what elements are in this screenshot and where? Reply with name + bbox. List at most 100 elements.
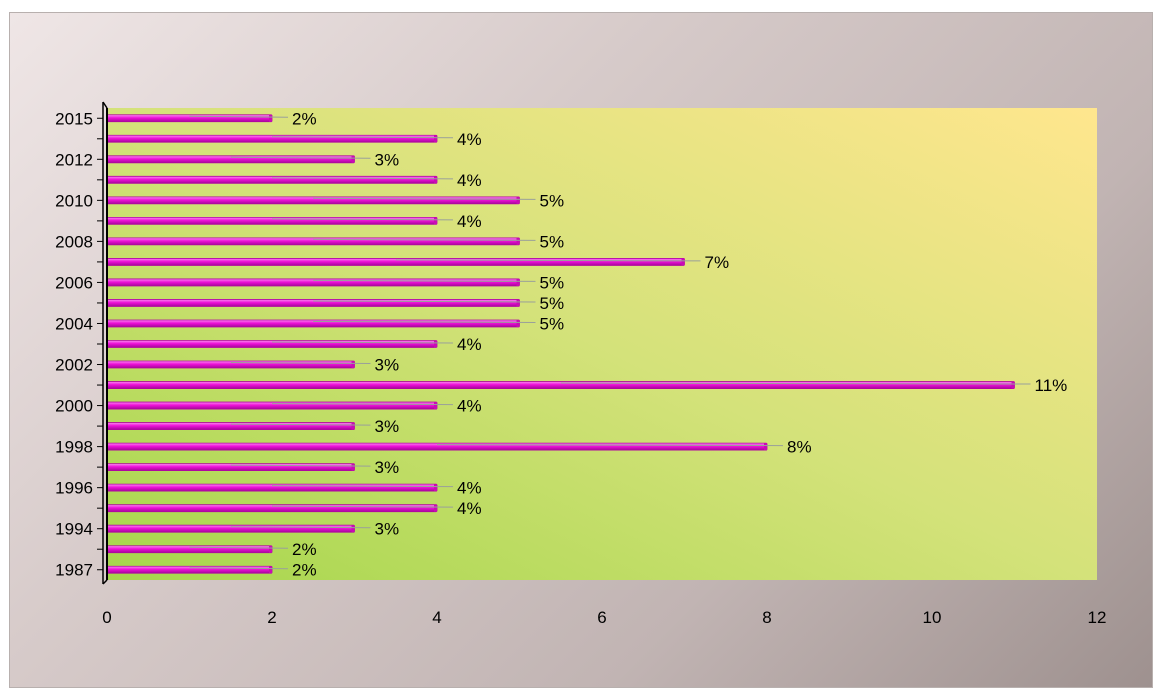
bar-end-cap (516, 278, 520, 286)
bar (106, 422, 355, 430)
y-axis-corner (102, 101, 108, 109)
data-label: 4% (457, 212, 482, 231)
leader-line (230, 526, 371, 529)
data-label: 5% (540, 273, 565, 292)
data-label: 4% (457, 499, 482, 518)
bar-end-cap (434, 504, 437, 512)
bar-end-cap (269, 566, 272, 574)
leader-line (436, 444, 784, 447)
bar (106, 237, 520, 246)
y-tick-label: 2012 (55, 150, 93, 169)
leader-line (313, 320, 536, 323)
bar-end-cap (351, 361, 355, 369)
bar-end-cap (351, 155, 355, 163)
leader-line (313, 300, 536, 303)
bar-end-cap (516, 319, 520, 327)
bar-end-cap (764, 443, 767, 451)
bar-end-cap (434, 484, 437, 492)
bar (106, 216, 438, 225)
leader-line (271, 485, 454, 488)
bar-end-cap (434, 135, 437, 143)
bar (106, 504, 438, 513)
leader-line (313, 279, 536, 282)
bars-layer (106, 114, 1015, 574)
y-axis: 1987 1994 1996 1998 2000 2002 2004 2006 2008 2010… (55, 101, 108, 585)
bar (106, 565, 273, 574)
bar (106, 175, 438, 184)
bar (106, 278, 520, 287)
bar (106, 299, 520, 307)
bar-end-cap (269, 114, 272, 122)
y-axis-corner (102, 579, 108, 585)
bar (106, 340, 438, 348)
bar (106, 524, 355, 533)
y-tick-label: 1994 (55, 520, 93, 539)
data-label: 2% (292, 561, 317, 580)
leader-line (395, 259, 701, 262)
x-tick-label: 12 (1088, 608, 1107, 627)
bar-end-cap (516, 299, 520, 307)
title-strip (0, 0, 1159, 12)
leader-line (189, 546, 289, 549)
leader-line (189, 115, 289, 118)
bar-end-cap (434, 176, 437, 184)
leader-line (271, 177, 454, 180)
data-label: 5% (540, 314, 565, 333)
bar (106, 196, 520, 205)
bar-end-cap (516, 196, 520, 204)
bar-end-cap (1011, 381, 1015, 389)
leader-line (271, 136, 454, 139)
bar-end-cap (351, 463, 355, 471)
x-tick-label: 8 (762, 608, 771, 627)
data-label: 3% (375, 520, 400, 539)
data-label: 2% (292, 109, 317, 128)
data-label: 8% (787, 438, 812, 457)
x-tick-label: 0 (102, 608, 111, 627)
bar-end-cap (681, 258, 685, 266)
data-label: 4% (457, 171, 482, 190)
y-tick-label: 2010 (55, 191, 93, 210)
bar (106, 463, 355, 472)
data-label: 2% (292, 540, 317, 559)
bar-end-cap (434, 340, 437, 348)
leader-line (230, 423, 371, 426)
bar (106, 114, 273, 123)
leader-line (271, 403, 454, 406)
bar-end-cap (351, 525, 355, 533)
data-label: 3% (375, 150, 400, 169)
y-tick-label: 2006 (55, 273, 93, 292)
y-tick-label: 2002 (55, 356, 93, 375)
y-tick-label: 1996 (55, 479, 93, 498)
y-tick-label: 1987 (55, 561, 93, 580)
data-label: 7% (705, 253, 730, 272)
bar (106, 258, 685, 266)
bar-end-cap (434, 402, 437, 410)
bar (106, 134, 438, 143)
y-tick-label: 1998 (55, 438, 93, 457)
bar (106, 155, 355, 164)
leader-line (230, 464, 371, 467)
leader-line (230, 362, 371, 365)
leader-line (560, 382, 1031, 385)
x-tick-label: 6 (597, 608, 606, 627)
data-label: 5% (540, 294, 565, 313)
bar-end-cap (269, 545, 272, 553)
bar (106, 442, 768, 451)
bar (106, 483, 438, 492)
data-label: 5% (540, 191, 565, 210)
x-tick-label: 10 (923, 608, 942, 627)
data-label: 4% (457, 397, 482, 416)
x-axis: 0 2 4 6 8 10 12 (102, 608, 1106, 627)
leader-line (271, 218, 454, 221)
leader-line (189, 567, 289, 570)
data-label: 5% (540, 232, 565, 251)
data-label: 11% (1035, 376, 1068, 395)
data-label: 3% (375, 417, 400, 436)
leader-line (313, 197, 536, 200)
x-tick-label: 4 (432, 608, 441, 627)
data-label: 4% (457, 479, 482, 498)
bar (106, 319, 520, 328)
leader-line (313, 238, 536, 241)
bar-end-cap (434, 217, 437, 225)
